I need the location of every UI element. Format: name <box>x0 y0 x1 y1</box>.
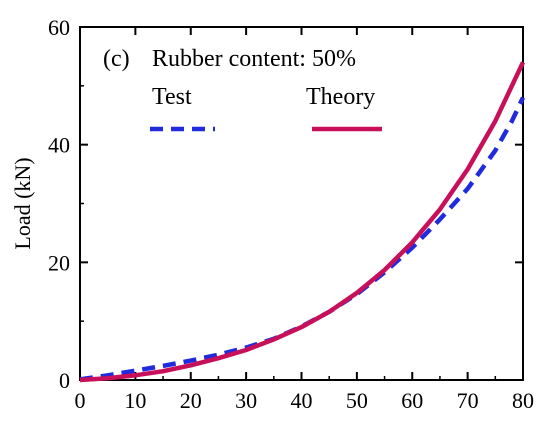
x-tick-label: 70 <box>457 388 479 413</box>
x-tick-label: 10 <box>124 388 146 413</box>
x-tick-label: 20 <box>180 388 202 413</box>
x-tick-label: 50 <box>346 388 368 413</box>
rubber-content-annotation: Rubber content: 50% <box>152 46 356 72</box>
x-tick-label: 30 <box>235 388 257 413</box>
x-tick-label: 0 <box>75 388 86 413</box>
panel-label: (c) <box>103 46 130 72</box>
series-layer <box>79 61 526 383</box>
x-tick-label: 40 <box>291 388 313 413</box>
x-tick-label: 80 <box>512 388 534 413</box>
series-line-theory <box>79 61 526 383</box>
x-tick-label: 60 <box>401 388 423 413</box>
y-tick-label: 20 <box>48 250 70 275</box>
legend-theory-label: Theory <box>306 84 375 110</box>
y-axis-ticks: 0 20 40 60 <box>48 15 523 393</box>
y-tick-label: 60 <box>48 15 70 40</box>
legend-test-label: Test <box>152 84 192 110</box>
x-axis-ticks: 0 10 20 30 40 50 60 70 80 <box>75 27 534 413</box>
series-line-test <box>79 96 526 382</box>
y-tick-label: 0 <box>59 368 70 393</box>
y-tick-label: 40 <box>48 133 70 158</box>
y-axis-label: Load (kN) <box>10 157 35 249</box>
